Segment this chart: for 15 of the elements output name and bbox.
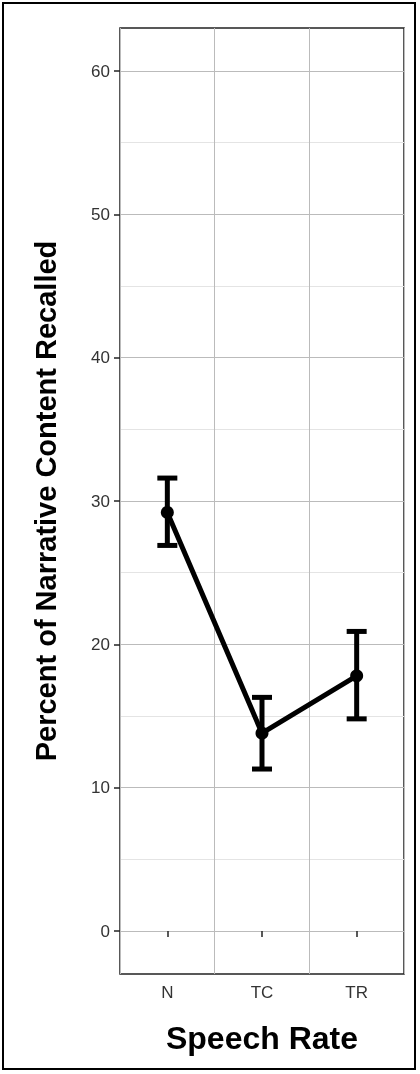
x-axis-title: Speech Rate: [165, 1020, 359, 1056]
y-tick-label: 40: [91, 348, 110, 368]
y-tick-label: 30: [91, 491, 110, 511]
point: [350, 669, 364, 683]
y-tick-label: 0: [100, 921, 110, 941]
y-tick-label: 50: [91, 204, 110, 224]
y-axis-title: Percent of Narrative Content Recalled: [29, 240, 62, 762]
x-tick-label: N: [161, 983, 174, 1002]
y-tick-label: 60: [91, 61, 110, 81]
y-tick-label: 20: [91, 634, 110, 654]
y-tick-label: 10: [91, 778, 110, 798]
point: [160, 505, 174, 519]
x-tick-label: TR: [345, 983, 368, 1002]
point: [255, 726, 269, 740]
x-tick-label: TC: [250, 983, 274, 1002]
